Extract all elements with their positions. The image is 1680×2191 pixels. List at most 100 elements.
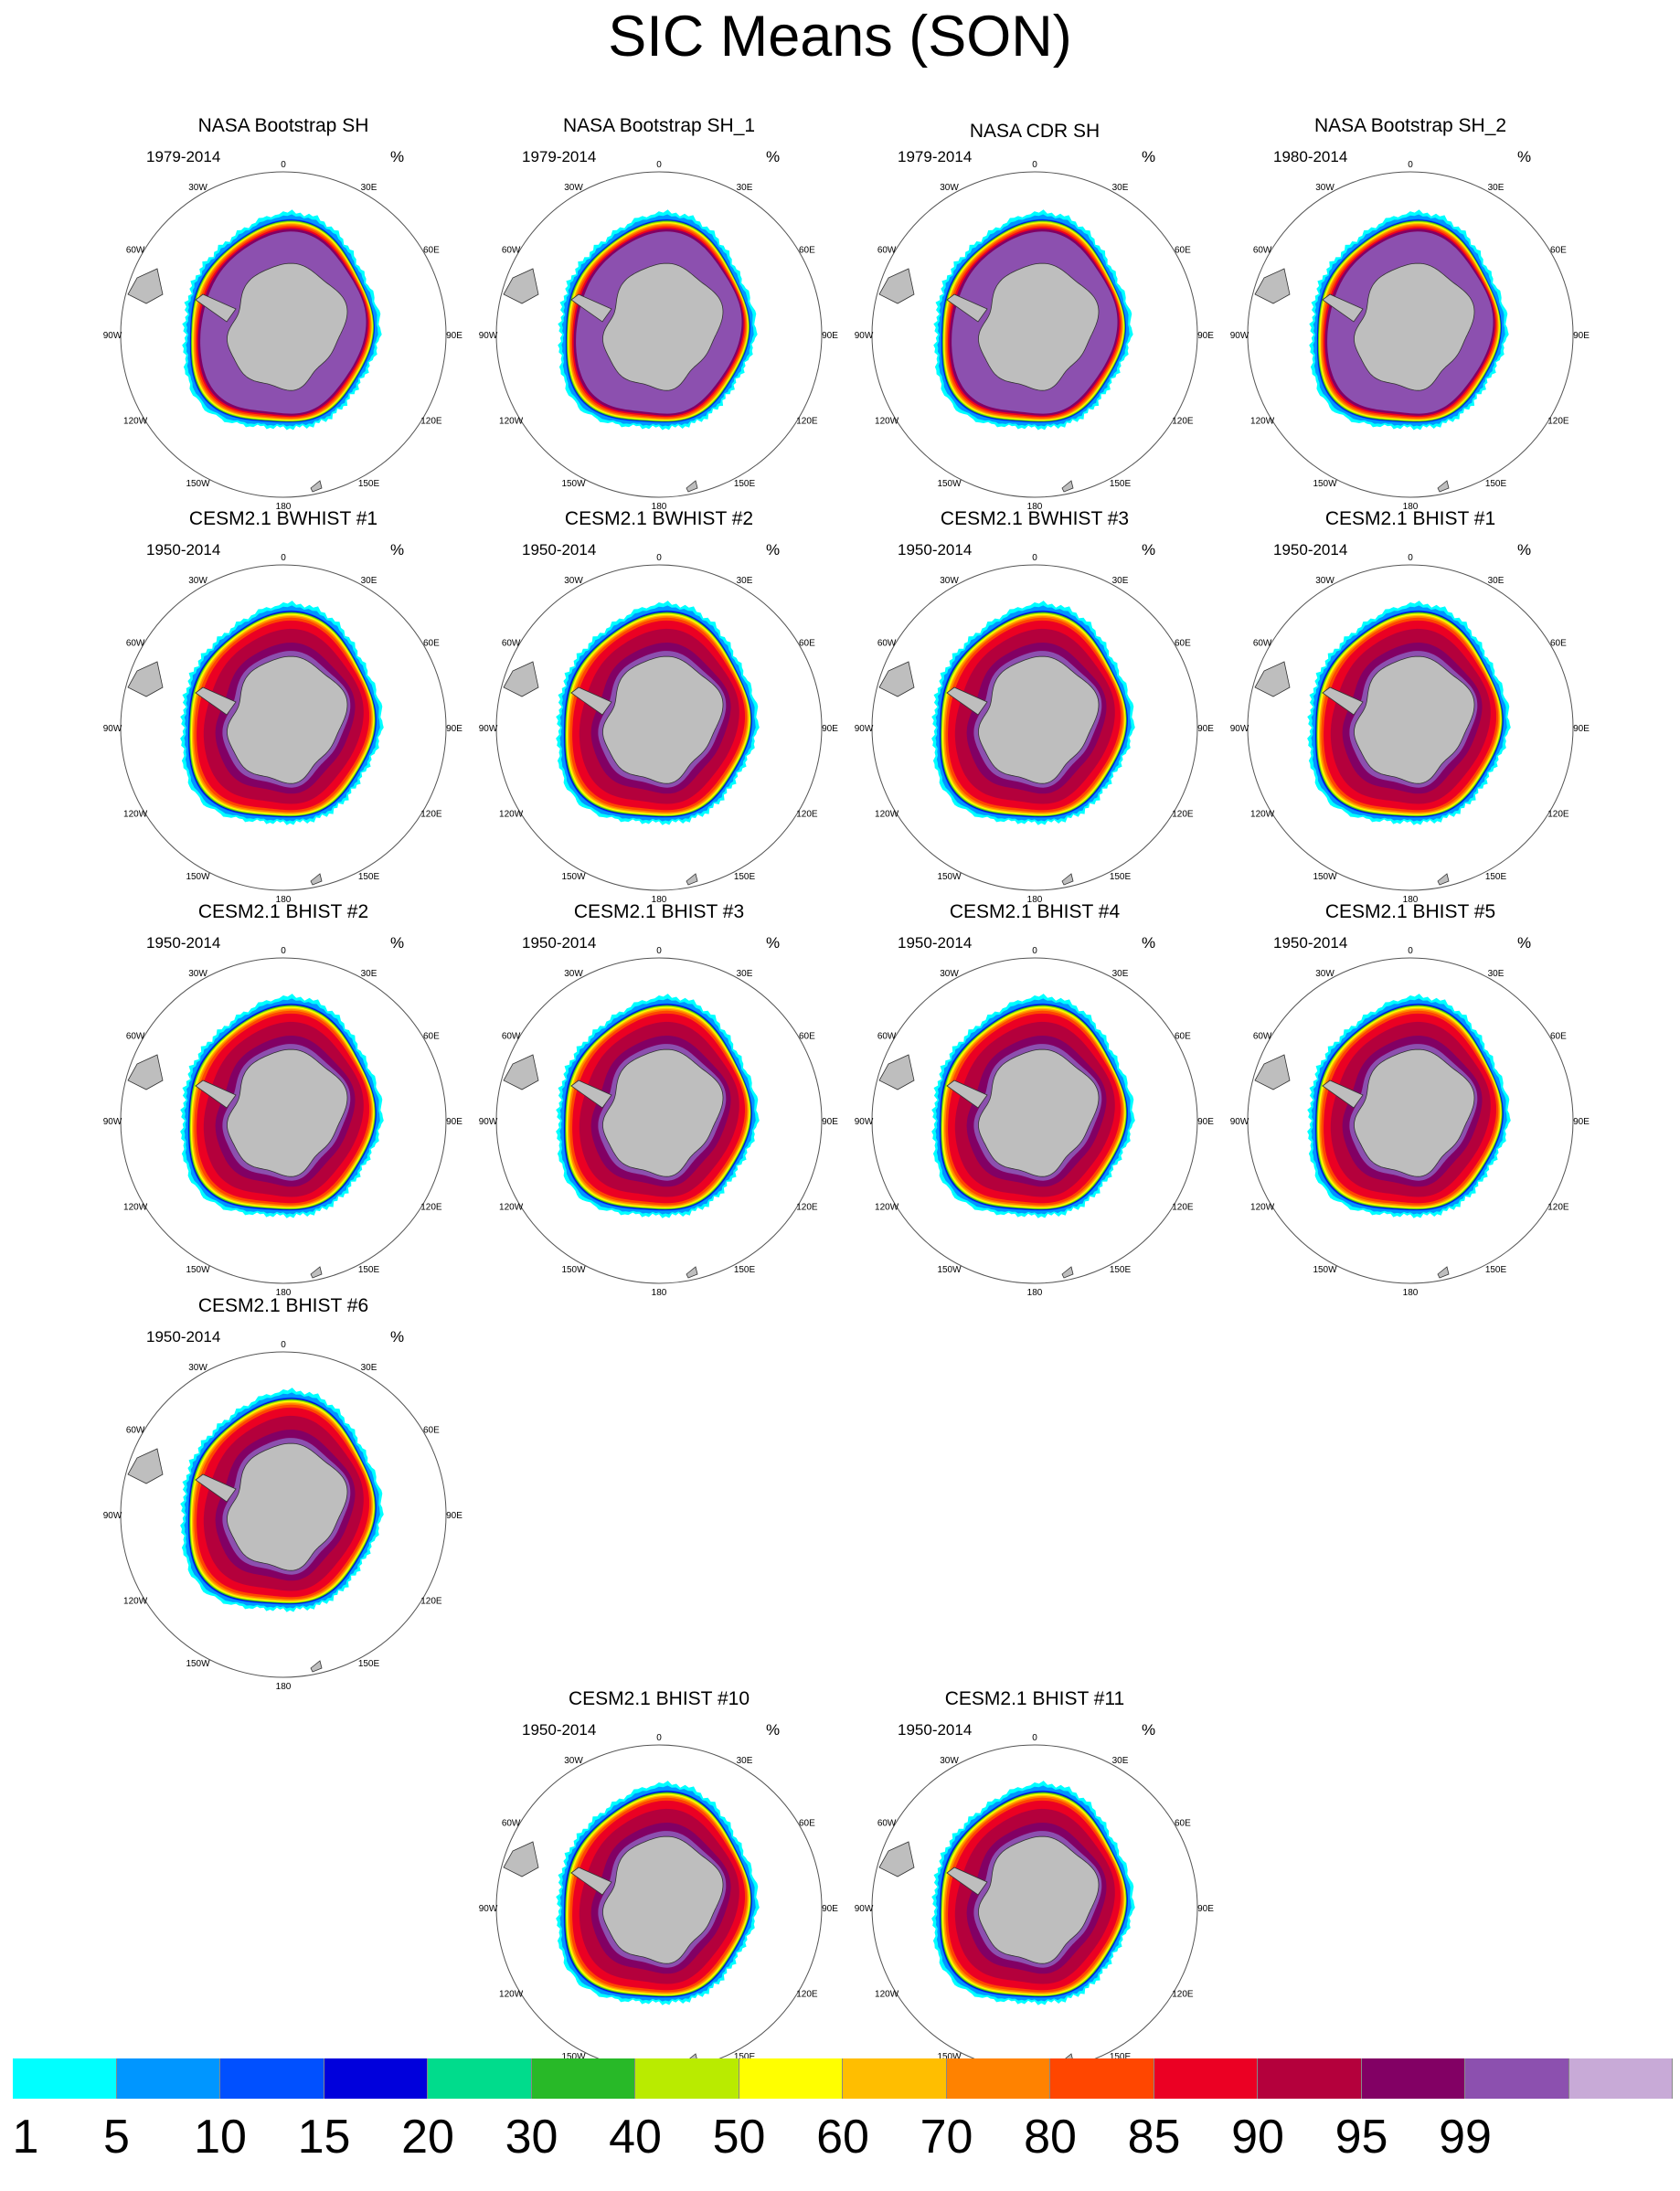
- longitude-label: 150E: [734, 479, 756, 489]
- longitude-label: 30E: [1112, 1756, 1129, 1766]
- longitude-label: 60E: [799, 639, 815, 649]
- longitude-label: 150E: [1110, 1265, 1132, 1275]
- longitude-label: 60W: [502, 1819, 521, 1829]
- longitude-label: 180: [1027, 1288, 1043, 1298]
- longitude-label: 90W: [103, 1117, 122, 1127]
- longitude-label: 90W: [855, 724, 874, 734]
- longitude-label: 180: [276, 1682, 292, 1692]
- longitude-label: 90W: [855, 1904, 874, 1914]
- longitude-label: 150W: [186, 1265, 210, 1275]
- longitude-label: 60W: [1253, 1032, 1272, 1042]
- panel-title: CESM2.1 BHIST #6: [197, 1295, 369, 1316]
- longitude-label: 90E: [822, 1904, 838, 1914]
- map-panel: CESM2.1 BWHIST #2 1950-2014 % 0 30E 60E 90E…: [472, 508, 846, 905]
- antarctic-peninsula: [946, 686, 988, 716]
- longitude-label: 30E: [1488, 183, 1505, 193]
- longitude-label: 120E: [796, 1990, 818, 2000]
- panel-unit: %: [766, 541, 781, 558]
- longitude-label: 30W: [1315, 183, 1334, 193]
- map-panel: CESM2.1 BHIST #11 1950-2014 % 0 30E 60E 90E…: [847, 1688, 1222, 2085]
- south-america-tip: [503, 268, 539, 304]
- longitude-label: 30E: [1112, 576, 1129, 586]
- longitude-label: 150W: [186, 1659, 210, 1669]
- colorbar-box: [116, 2058, 220, 2099]
- longitude-label: 150E: [1110, 479, 1132, 489]
- map-panel: CESM2.1 BHIST #1 1950-2014 % 0 30E 60E 90E 1…: [1223, 508, 1598, 905]
- longitude-label: 60E: [1175, 1819, 1191, 1829]
- colorbar-label: 95: [1334, 2111, 1388, 2164]
- longitude-label: 90E: [446, 724, 463, 734]
- colorbar-box: [324, 2058, 428, 2099]
- longitude-label: 120W: [123, 1597, 148, 1607]
- antarctica-landmass: [1354, 655, 1475, 784]
- longitude-label: 90W: [103, 331, 122, 341]
- longitude-label: 30E: [737, 969, 753, 979]
- longitude-label: 30E: [737, 1756, 753, 1766]
- longitude-label: 150W: [937, 479, 962, 489]
- colorbar-label: 85: [1127, 2111, 1181, 2164]
- longitude-label: 150W: [561, 872, 586, 882]
- south-america-tip: [503, 1841, 539, 1877]
- panel-unit: %: [390, 1328, 405, 1345]
- panel-unit: %: [390, 541, 405, 558]
- longitude-label: 90W: [103, 1511, 122, 1521]
- new-zealand-island: [1061, 480, 1074, 493]
- south-america-tip: [878, 1841, 915, 1877]
- longitude-label: 150E: [1485, 1265, 1507, 1275]
- colorbar-box: [739, 2058, 843, 2099]
- south-america-tip: [127, 1448, 164, 1484]
- longitude-label: 30W: [564, 1756, 583, 1766]
- longitude-label: 90W: [479, 331, 498, 341]
- longitude-label: 60W: [1253, 639, 1272, 649]
- colorbar-box: [843, 2058, 947, 2099]
- longitude-label: 60W: [126, 246, 145, 256]
- antarctica-landmass: [227, 1048, 348, 1177]
- antarctic-peninsula: [570, 686, 612, 716]
- antarctica-landmass: [602, 1835, 724, 1964]
- panel-unit: %: [1517, 934, 1532, 952]
- panel-unit: %: [1517, 541, 1532, 558]
- longitude-label: 60E: [799, 1032, 815, 1042]
- longitude-label: 90W: [855, 1117, 874, 1127]
- longitude-label: 150E: [734, 872, 756, 882]
- longitude-label: 30W: [188, 969, 207, 979]
- longitude-label: 0: [1408, 946, 1413, 956]
- panel-unit: %: [1142, 541, 1156, 558]
- new-zealand-island: [686, 873, 698, 886]
- longitude-label: 60W: [502, 639, 521, 649]
- panel-unit: %: [1142, 934, 1156, 952]
- longitude-label: 60E: [1175, 246, 1191, 256]
- colorbar-box: [1361, 2058, 1465, 2099]
- new-zealand-island: [1437, 1266, 1450, 1279]
- south-america-tip: [503, 1054, 539, 1090]
- longitude-label: 120E: [420, 1203, 442, 1213]
- longitude-label: 120E: [1172, 417, 1194, 427]
- longitude-label: 30W: [940, 576, 959, 586]
- longitude-label: 0: [281, 160, 286, 170]
- longitude-label: 30E: [737, 183, 753, 193]
- antarctica-landmass: [602, 262, 724, 391]
- longitude-label: 0: [281, 946, 286, 956]
- longitude-label: 30E: [361, 969, 377, 979]
- longitude-label: 90E: [1573, 1117, 1590, 1127]
- longitude-label: 90E: [1573, 724, 1590, 734]
- longitude-label: 90W: [1230, 724, 1249, 734]
- antarctica-landmass: [602, 655, 724, 784]
- colorbar-label: 99: [1439, 2111, 1492, 2164]
- new-zealand-island: [310, 873, 323, 886]
- panel-title: CESM2.1 BHIST #1: [1324, 508, 1496, 529]
- antarctic-peninsula: [946, 1867, 988, 1896]
- longitude-label: 30W: [188, 183, 207, 193]
- longitude-label: 60E: [1550, 246, 1567, 256]
- colorbar-label: 70: [920, 2111, 973, 2164]
- longitude-label: 150E: [1485, 872, 1507, 882]
- longitude-label: 60E: [1550, 639, 1567, 649]
